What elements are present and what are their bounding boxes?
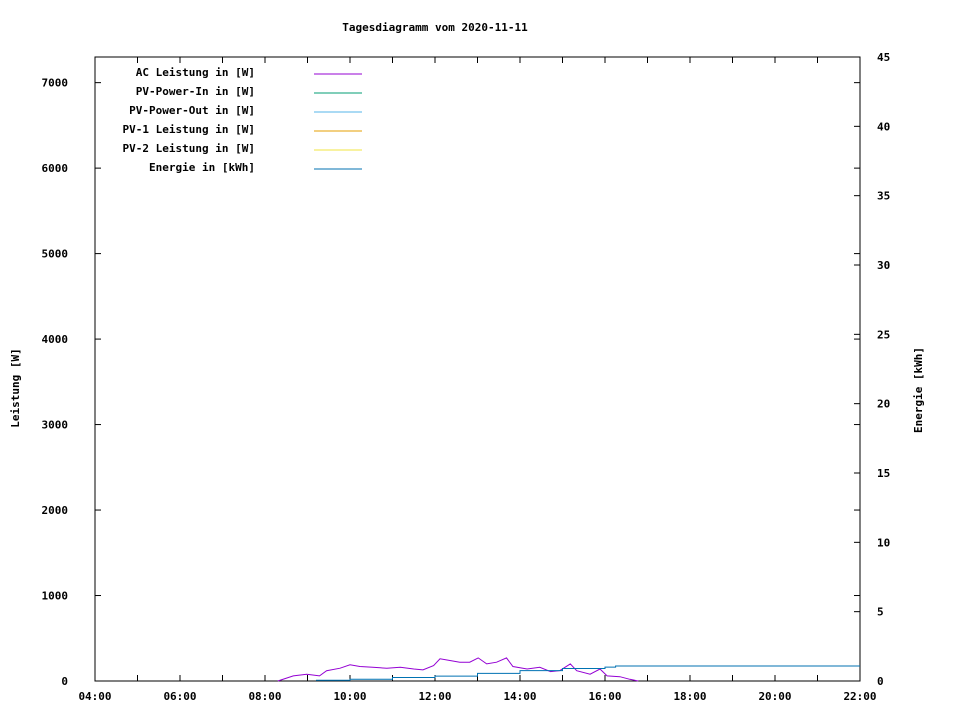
series-lines [277, 657, 860, 682]
x-tick-label: 04:00 [78, 690, 111, 703]
x-tick-label: 18:00 [673, 690, 706, 703]
y-tick-label: 5000 [42, 248, 69, 261]
legend-label: PV-1 Leistung in [W] [123, 123, 255, 136]
axis-ticks: 04:00 06:00 08:00 10:00 12:00 14:00 16:00 18:00… [42, 51, 891, 703]
x-tick-label: 10:00 [333, 690, 366, 703]
x-tick-label: 12:00 [418, 690, 451, 703]
series-line-5 [316, 665, 860, 681]
y-tick-label: 1000 [42, 590, 69, 603]
y2-tick-label: 40 [877, 120, 890, 133]
y2-tick-label: 25 [877, 328, 890, 341]
y2-axis-label: Energie [kWh] [912, 347, 925, 433]
series-line-0 [277, 657, 639, 682]
y2-tick-label: 45 [877, 51, 890, 64]
y-tick-label: 3000 [42, 419, 69, 432]
y2-tick-label: 5 [877, 606, 884, 619]
x-tick-label: 08:00 [248, 690, 281, 703]
legend-label: PV-Power-In in [W] [136, 85, 255, 98]
x-tick-label: 20:00 [758, 690, 791, 703]
y2-tick-label: 0 [877, 675, 884, 688]
legend-label: PV-Power-Out in [W] [129, 104, 255, 117]
y2-tick-label: 10 [877, 536, 890, 549]
legend: AC Leistung in [W] PV-Power-In in [W] PV-P… [123, 66, 362, 174]
y-tick-label: 2000 [42, 504, 69, 517]
y-tick-label: 6000 [42, 162, 69, 175]
x-tick-label: 16:00 [588, 690, 621, 703]
y2-tick-label: 20 [877, 398, 890, 411]
y-tick-label: 7000 [42, 77, 69, 90]
y-tick-label: 4000 [42, 333, 69, 346]
y-axis-label: Leistung [W] [9, 348, 22, 427]
x-tick-label: 22:00 [843, 690, 876, 703]
legend-label: AC Leistung in [W] [136, 66, 255, 79]
y2-tick-label: 30 [877, 259, 890, 272]
x-tick-label: 06:00 [163, 690, 196, 703]
legend-label: PV-2 Leistung in [W] [123, 142, 255, 155]
y2-tick-label: 15 [877, 467, 890, 480]
y2-tick-label: 35 [877, 190, 890, 203]
x-tick-label: 14:00 [503, 690, 536, 703]
legend-label: Energie in [kWh] [149, 161, 255, 174]
chart-title: Tagesdiagramm vom 2020-11-11 [342, 21, 528, 34]
y-tick-label: 0 [61, 675, 68, 688]
